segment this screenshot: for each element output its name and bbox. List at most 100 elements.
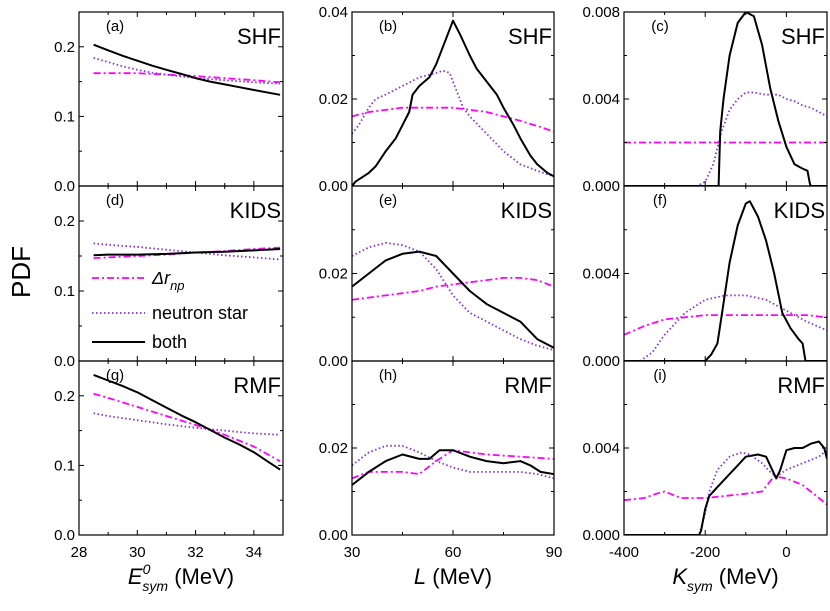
- legend-item-both: both: [92, 332, 187, 352]
- x-tick-label: -400: [609, 544, 639, 561]
- series-line-ns: [624, 449, 827, 535]
- x-tick-label: 0: [782, 544, 790, 561]
- x-tick-label: -200: [690, 544, 720, 561]
- x-axis-symbol: L: [414, 564, 426, 589]
- x-axis-superscript: 0: [143, 561, 151, 577]
- y-tick-label: 0.000: [582, 527, 620, 544]
- y-tick-label: 0.004: [582, 440, 620, 457]
- panel-g: 28 30 32 34 0.0 0.1 0.2 (g) RMF: [54, 360, 284, 561]
- series-line-both: [352, 19, 554, 186]
- y-tick-label: 0.1: [54, 108, 75, 125]
- series-line-ns: [352, 444, 554, 480]
- panel-label: (c): [651, 18, 669, 35]
- panel-e: 0.00 0.02 (e) KIDS: [319, 185, 555, 370]
- legend-label: Δrnp: [151, 268, 185, 293]
- series-line-ns: [624, 91, 827, 186]
- y-tick-label: 0.0: [54, 178, 75, 195]
- model-label: KIDS: [230, 198, 281, 223]
- y-tick-label: 0.004: [582, 266, 620, 283]
- series-line-dr: [352, 106, 554, 133]
- panel-c: 0.000 0.004 0.008 (c) SHF: [582, 4, 828, 195]
- series-line-both: [624, 440, 827, 535]
- series-line-both: [624, 12, 827, 186]
- legend-item-dr: Δrnp: [92, 268, 185, 293]
- x-axis-label: E0 sym (MeV): [128, 561, 234, 594]
- series-line-dr: [352, 449, 554, 480]
- y-tick-label: 0.1: [54, 283, 75, 300]
- x-axis-label: Ksym (MeV): [672, 564, 778, 594]
- series-line-both: [93, 248, 281, 257]
- y-tick-label: 0.008: [582, 4, 620, 21]
- y-axis-label: PDF: [6, 246, 36, 298]
- legend-item-ns: neutron star: [92, 303, 248, 323]
- y-tick-label: 0.000: [582, 178, 620, 195]
- x-tick-label: 90: [546, 544, 563, 561]
- x-axis-label: L (MeV): [414, 564, 492, 589]
- y-tick-label: 0.02: [319, 91, 348, 108]
- legend: Δrnp neutron star both: [92, 268, 248, 352]
- series-line-ns: [352, 242, 554, 351]
- panel-a: 0.0 0.1 0.2 (a) SHF: [54, 11, 284, 195]
- y-tick-label: 0.1: [54, 457, 75, 474]
- series-line-both: [93, 43, 281, 96]
- series-line-dr: [624, 314, 827, 336]
- x-tick-label: 34: [246, 544, 263, 561]
- y-tick-label: 0.2: [54, 213, 75, 230]
- series-line-dr: [624, 475, 827, 506]
- y-tick-label: 0.00: [319, 527, 348, 544]
- x-tick-label: 30: [344, 544, 361, 561]
- y-tick-label: 0.00: [319, 353, 348, 370]
- model-label: KIDS: [774, 198, 825, 223]
- y-tick-label: 0.04: [319, 4, 348, 21]
- model-label: SHF: [237, 24, 281, 49]
- y-tick-label: 0.02: [319, 440, 348, 457]
- y-tick-label: 0.2: [54, 388, 75, 405]
- x-tick-label: 28: [71, 544, 88, 561]
- series-line-both: [624, 200, 827, 361]
- x-tick-label: 60: [445, 544, 462, 561]
- model-label: SHF: [508, 24, 552, 49]
- model-label: SHF: [781, 24, 825, 49]
- series-line-both: [93, 373, 281, 471]
- y-tick-label: 0.2: [54, 39, 75, 56]
- model-label: RMF: [504, 373, 552, 398]
- panel-b: 0.00 0.02 0.04 (b) SHF: [319, 4, 555, 195]
- series-line-both: [352, 250, 554, 349]
- series-line-dr: [93, 246, 281, 259]
- panel-f: 0.000 0.004 (f) KIDS: [582, 185, 828, 370]
- panel-label: (e): [379, 192, 397, 209]
- y-tick-label: 0.0: [54, 353, 75, 370]
- model-label: RMF: [777, 373, 825, 398]
- panel-label: (b): [379, 18, 397, 35]
- model-label: KIDS: [501, 198, 552, 223]
- legend-label: both: [152, 332, 187, 352]
- series-line-ns: [624, 294, 827, 361]
- panel-label: (a): [106, 18, 124, 35]
- x-axis-symbol: E: [128, 564, 143, 589]
- y-tick-label: 0.004: [582, 91, 620, 108]
- series-line-dr: [93, 72, 281, 84]
- x-tick-label: 32: [187, 544, 204, 561]
- y-tick-label: 0.0: [54, 527, 75, 544]
- x-axis-unit: (MeV): [713, 564, 779, 589]
- series-line-ns: [93, 242, 281, 261]
- panel-label: (g): [106, 367, 124, 384]
- panel-h: 30 60 90 0.00 0.02 (h) RMF: [319, 360, 563, 561]
- series-line-dr: [352, 277, 554, 301]
- panel-label: (d): [106, 192, 124, 209]
- panel-label: (h): [379, 367, 397, 384]
- panel-i: -400 -200 0 0.000 0.004 (i) RMF: [582, 360, 828, 561]
- series-line-dr: [93, 392, 281, 462]
- y-tick-label: 0.000: [582, 353, 620, 370]
- x-axis-subscript: sym: [142, 578, 168, 594]
- series-line-both: [352, 449, 554, 486]
- plot-frame: [78, 360, 284, 536]
- series-line-ns: [93, 57, 281, 85]
- y-tick-label: 0.00: [319, 178, 348, 195]
- x-axis-unit: (MeV): [426, 564, 492, 589]
- x-axis-unit: (MeV): [168, 564, 234, 589]
- x-tick-label: 30: [129, 544, 146, 561]
- panel-label: (f): [653, 192, 667, 209]
- legend-label: neutron star: [152, 303, 248, 323]
